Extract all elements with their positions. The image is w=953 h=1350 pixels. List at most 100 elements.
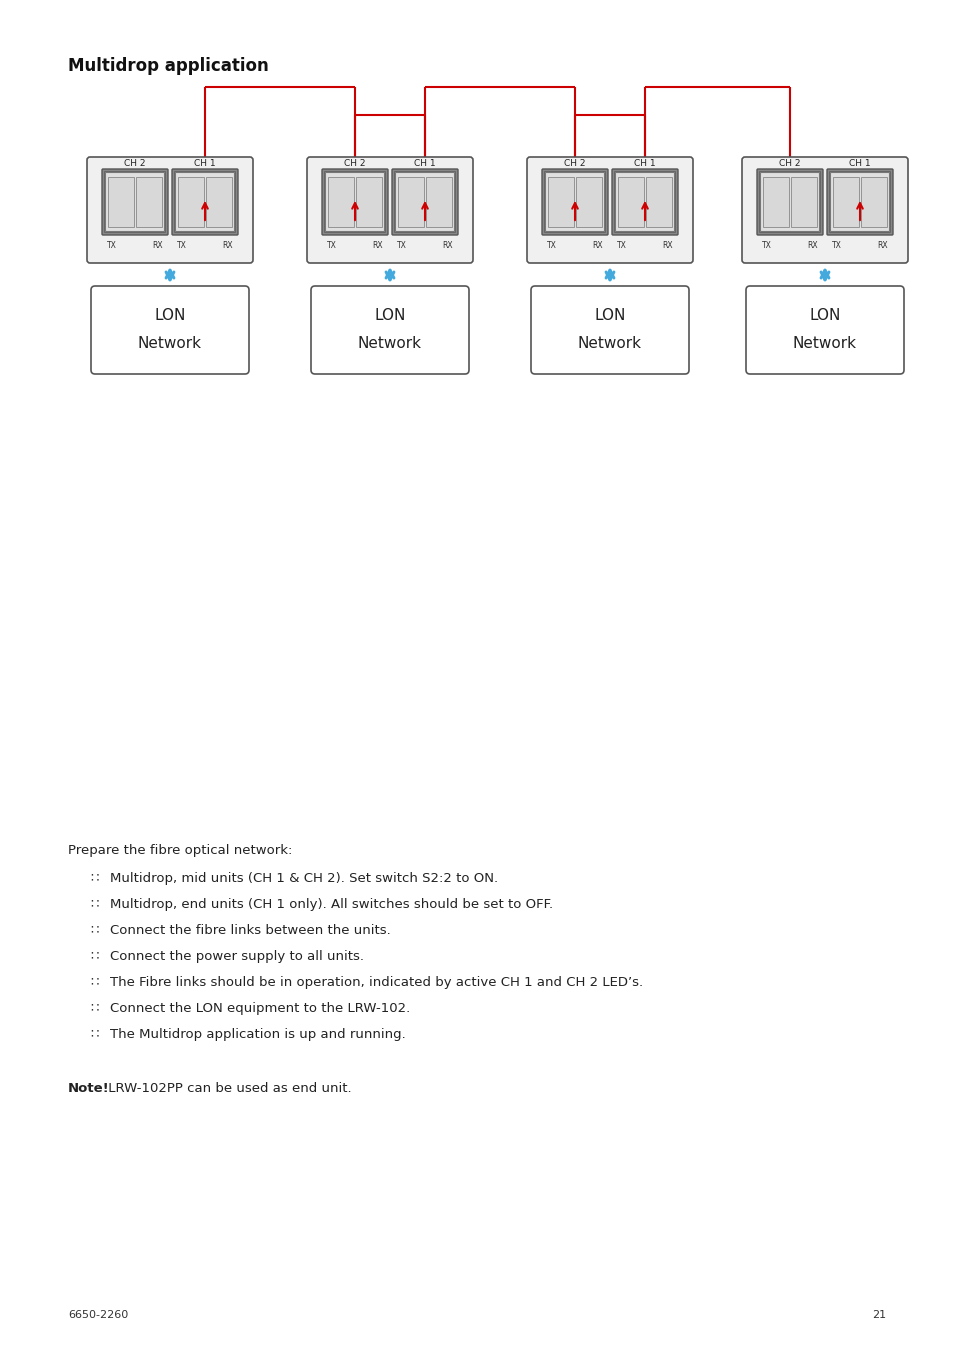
Bar [790,177,816,227]
FancyBboxPatch shape [91,286,249,374]
Text: RX: RX [807,242,818,250]
Text: Network: Network [792,336,856,351]
Bar [397,177,423,227]
Text: Note!: Note! [68,1081,110,1095]
Bar [206,177,232,227]
FancyBboxPatch shape [828,171,889,232]
Text: RX: RX [152,242,163,250]
Bar [426,177,452,227]
Text: Connect the LON equipment to the LRW-102.: Connect the LON equipment to the LRW-102… [110,1002,410,1015]
Bar [832,177,858,227]
Bar [328,177,354,227]
Text: RX: RX [592,242,602,250]
Text: Multidrop application: Multidrop application [68,57,269,74]
Text: Connect the fibre links between the units.: Connect the fibre links between the unit… [110,923,391,937]
Text: 6650-2260: 6650-2260 [68,1310,128,1319]
FancyBboxPatch shape [615,173,674,231]
FancyBboxPatch shape [545,173,604,231]
Text: ∷: ∷ [90,950,98,963]
Bar [136,177,162,227]
Text: LRW-102PP can be used as end unit.: LRW-102PP can be used as end unit. [104,1081,352,1095]
Bar [547,177,574,227]
Text: LON: LON [594,309,625,324]
Text: CH 1: CH 1 [194,159,215,167]
Text: CH 2: CH 2 [124,159,146,167]
Text: Connect the power supply to all units.: Connect the power supply to all units. [110,950,364,963]
FancyBboxPatch shape [757,169,822,235]
Bar [178,177,204,227]
FancyBboxPatch shape [614,171,675,232]
Text: Multidrop, end units (CH 1 only). All switches should be set to OFF.: Multidrop, end units (CH 1 only). All sw… [110,898,553,911]
Text: TX: TX [327,242,336,250]
Text: Network: Network [578,336,641,351]
FancyBboxPatch shape [745,286,903,374]
FancyBboxPatch shape [392,169,457,235]
Text: The Fibre links should be in operation, indicated by active CH 1 and CH 2 LED’s.: The Fibre links should be in operation, … [110,976,642,988]
Bar [355,177,381,227]
Bar [618,177,643,227]
Text: CH 1: CH 1 [634,159,655,167]
FancyBboxPatch shape [172,169,237,235]
Text: ∷: ∷ [90,898,98,911]
Text: TX: TX [761,242,771,250]
Bar [861,177,886,227]
Text: ∷: ∷ [90,1027,98,1041]
Text: CH 2: CH 2 [779,159,800,167]
Text: TX: TX [617,242,626,250]
Text: RX: RX [373,242,383,250]
FancyBboxPatch shape [759,171,820,232]
Bar [576,177,601,227]
FancyBboxPatch shape [760,173,819,231]
FancyBboxPatch shape [102,169,168,235]
Text: CH 2: CH 2 [563,159,585,167]
Text: RX: RX [442,242,453,250]
Text: Multidrop, mid units (CH 1 & CH 2). Set switch S2:2 to ON.: Multidrop, mid units (CH 1 & CH 2). Set … [110,872,497,884]
Bar [762,177,788,227]
FancyBboxPatch shape [324,171,385,232]
Text: ∷: ∷ [90,976,98,988]
FancyBboxPatch shape [322,169,388,235]
Text: 21: 21 [871,1310,885,1319]
FancyBboxPatch shape [87,157,253,263]
Text: TX: TX [831,242,841,250]
Text: LON: LON [374,309,405,324]
Text: TX: TX [107,242,117,250]
FancyBboxPatch shape [307,157,473,263]
Text: Prepare the fibre optical network:: Prepare the fibre optical network: [68,844,292,857]
Text: RX: RX [662,242,673,250]
Text: Network: Network [138,336,202,351]
Text: TX: TX [177,242,187,250]
Text: Network: Network [357,336,421,351]
FancyBboxPatch shape [395,173,454,231]
Text: ∷: ∷ [90,1002,98,1015]
FancyBboxPatch shape [395,171,455,232]
Text: CH 1: CH 1 [848,159,870,167]
Text: ∷: ∷ [90,923,98,937]
Text: ∷: ∷ [90,872,98,884]
FancyBboxPatch shape [531,286,688,374]
FancyBboxPatch shape [544,171,605,232]
FancyBboxPatch shape [541,169,607,235]
Text: LON: LON [808,309,840,324]
FancyBboxPatch shape [826,169,892,235]
FancyBboxPatch shape [526,157,692,263]
Text: RX: RX [877,242,887,250]
FancyBboxPatch shape [174,171,235,232]
FancyBboxPatch shape [106,173,164,231]
FancyBboxPatch shape [325,173,384,231]
Text: The Multidrop application is up and running.: The Multidrop application is up and runn… [110,1027,405,1041]
FancyBboxPatch shape [311,286,469,374]
FancyBboxPatch shape [830,173,888,231]
Bar [645,177,671,227]
Text: TX: TX [396,242,407,250]
FancyBboxPatch shape [741,157,907,263]
Text: CH 1: CH 1 [414,159,436,167]
FancyBboxPatch shape [175,173,234,231]
Text: LON: LON [154,309,186,324]
Bar [108,177,133,227]
Text: TX: TX [546,242,557,250]
FancyBboxPatch shape [105,171,165,232]
Text: RX: RX [222,242,233,250]
Text: CH 2: CH 2 [344,159,365,167]
FancyBboxPatch shape [612,169,678,235]
